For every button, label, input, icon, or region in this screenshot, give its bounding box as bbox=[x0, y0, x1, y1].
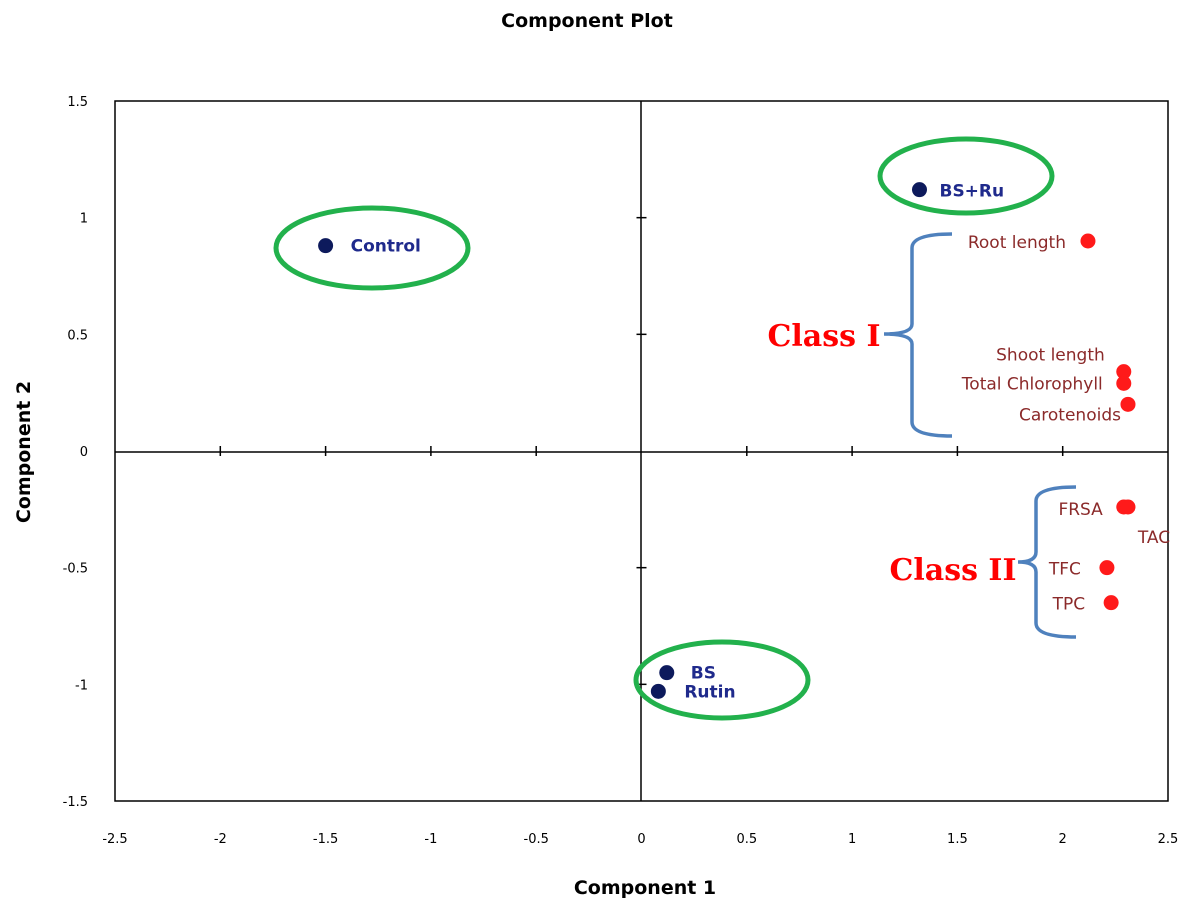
point-total-chlorophyll bbox=[1116, 375, 1132, 391]
x-tick-label: 1 bbox=[848, 832, 856, 847]
label-bs-ru: BS+Ru bbox=[939, 182, 1004, 202]
y-axis-label: Component 2 bbox=[13, 381, 35, 523]
x-tick-label: 2.5 bbox=[1158, 832, 1179, 847]
y-tick-label: 1.5 bbox=[67, 95, 88, 110]
y-tick-label: 1 bbox=[80, 212, 88, 227]
class-two-label: Class II bbox=[889, 553, 1016, 588]
x-tick-label: 2 bbox=[1059, 832, 1067, 847]
cluster-ellipse-3 bbox=[633, 639, 811, 721]
x-tick-label: -1 bbox=[424, 832, 437, 847]
label-total-chlorophyll: Total Chlorophyll bbox=[961, 374, 1103, 394]
y-tick-label: 0 bbox=[80, 445, 88, 460]
label-carotenoids: Carotenoids bbox=[1019, 405, 1121, 425]
x-tick-label: -2 bbox=[214, 832, 227, 847]
x-tick-label: 0.5 bbox=[736, 832, 757, 847]
class-two-brace bbox=[1017, 485, 1077, 639]
point-bs-ru bbox=[911, 182, 927, 198]
point-rutin bbox=[650, 683, 666, 699]
point-tac bbox=[1120, 499, 1136, 515]
point-carotenoids bbox=[1120, 396, 1136, 412]
cluster-ellipse-2 bbox=[877, 136, 1055, 216]
x-tick-label: 1.5 bbox=[947, 832, 968, 847]
y-tick-label: -1 bbox=[75, 678, 88, 693]
y-tick-label: 0.5 bbox=[67, 328, 88, 343]
label-shoot-length: Shoot length bbox=[996, 346, 1105, 366]
label-root-length: Root length bbox=[968, 233, 1066, 253]
label-tpc: TPC bbox=[1052, 595, 1086, 615]
x-tick-label: 0 bbox=[637, 832, 645, 847]
x-axis-label: Component 1 bbox=[574, 877, 716, 899]
cluster-ellipses bbox=[273, 136, 1055, 721]
class-one-label: Class I bbox=[768, 319, 881, 354]
label-tfc: TFC bbox=[1048, 560, 1081, 580]
label-bs: BS bbox=[691, 664, 716, 684]
chart-title: Component Plot bbox=[501, 10, 673, 32]
y-tick-label: -1.5 bbox=[63, 795, 88, 810]
x-tick-label: -0.5 bbox=[524, 832, 549, 847]
label-tac: TAC bbox=[1137, 528, 1170, 548]
x-tick-label: -2.5 bbox=[102, 832, 127, 847]
class-one-brace bbox=[883, 232, 953, 438]
label-frsa: FRSA bbox=[1058, 500, 1103, 520]
point-bs bbox=[659, 665, 675, 681]
label-control: Control bbox=[351, 237, 421, 257]
point-tpc bbox=[1103, 595, 1119, 611]
class-braces bbox=[883, 232, 1077, 639]
point-shoot-length bbox=[1116, 364, 1132, 380]
point-root-length bbox=[1080, 233, 1096, 249]
cluster-ellipse-1 bbox=[273, 205, 471, 291]
x-tick-label: -1.5 bbox=[313, 832, 338, 847]
y-tick-label: -0.5 bbox=[63, 562, 88, 577]
points-layer bbox=[318, 182, 1136, 699]
label-rutin: Rutin bbox=[684, 682, 735, 702]
point-control bbox=[318, 238, 334, 254]
ticks-layer: -2.5 -2 -1.5 -1 -0.5 0 0.5 1 1.5 2 2.5 1.5 1 0.5 0 -0.5… bbox=[63, 95, 1179, 847]
point-tfc bbox=[1099, 560, 1115, 576]
